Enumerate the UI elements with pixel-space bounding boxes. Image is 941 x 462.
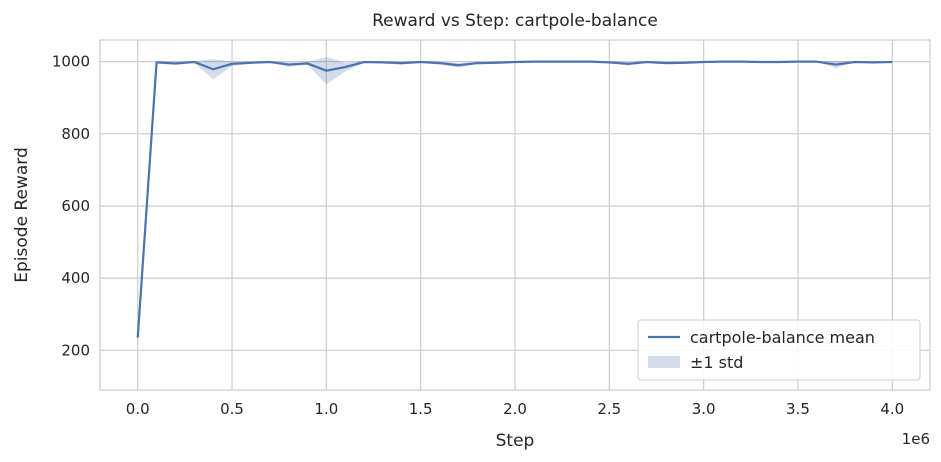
x-axis-label: Step: [496, 431, 535, 451]
legend-label-mean: cartpole-balance mean: [690, 328, 875, 347]
x-offset-label: 1e6: [902, 430, 930, 448]
y-axis-label: Episode Reward: [12, 147, 32, 282]
x-tick-label: 0.5: [220, 400, 244, 418]
x-tick-label: 1.5: [409, 400, 433, 418]
legend-box: [637, 319, 921, 381]
y-tick-label: 200: [61, 341, 90, 359]
x-tick-label: 0.0: [126, 400, 150, 418]
y-tick-labels: 200 400 600 800 1000: [52, 53, 90, 360]
x-tick-label: 2.0: [503, 400, 527, 418]
x-tick-label: 3.5: [786, 400, 810, 418]
y-tick-label: 600: [61, 197, 90, 215]
x-tick-label: 1.0: [314, 400, 338, 418]
legend: cartpole-balance mean ±1 std: [637, 319, 921, 381]
y-tick-label: 800: [61, 125, 90, 143]
plot-frame: [99, 39, 931, 391]
legend-label-std: ±1 std: [690, 353, 743, 372]
x-tick-label: 4.0: [880, 400, 904, 418]
x-tick-label: 2.5: [597, 400, 621, 418]
y-tick-label: 400: [61, 269, 90, 287]
chart-title: Reward vs Step: cartpole-balance: [372, 11, 658, 31]
x-tick-labels: 0.0 0.5 1.0 1.5 2.0 2.5 3.0 3.5 4.0: [126, 400, 904, 418]
y-tick-label: 1000: [52, 53, 90, 71]
mean-line: [136, 60, 893, 338]
legend-band-swatch: [648, 356, 680, 368]
x-tick-label: 3.0: [692, 400, 716, 418]
